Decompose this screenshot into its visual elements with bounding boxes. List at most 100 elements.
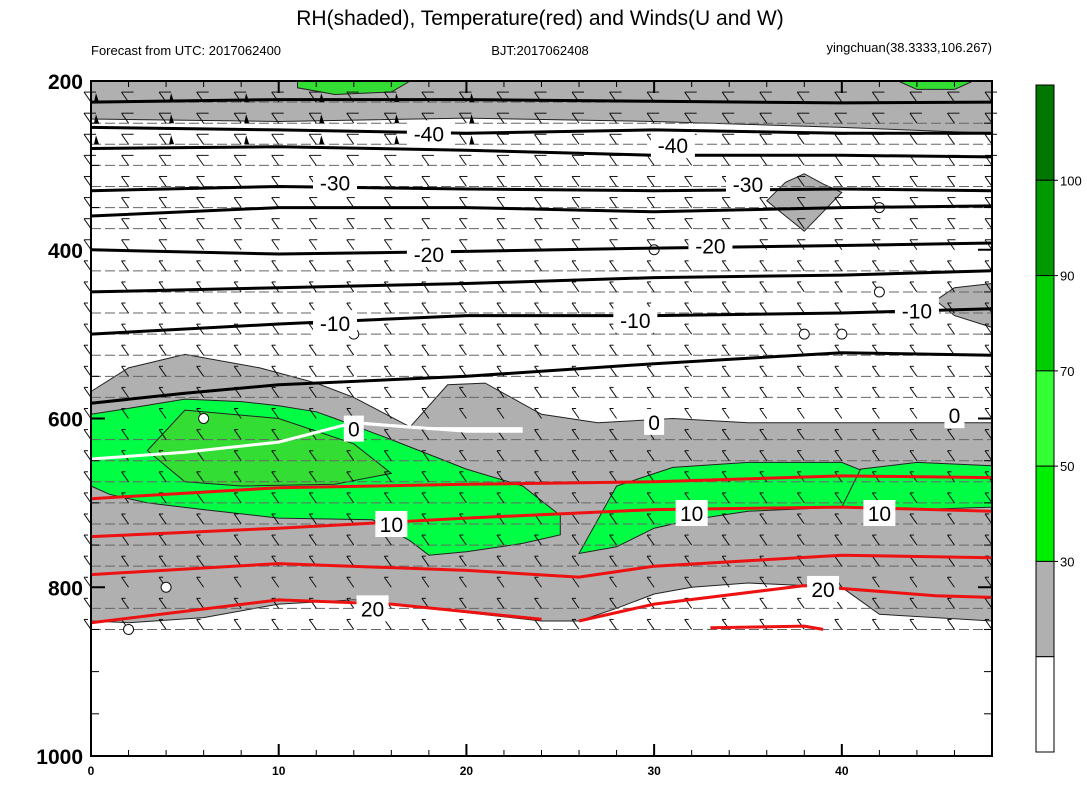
- wind-barb: [421, 365, 430, 377]
- barb-staff: [534, 492, 542, 504]
- wind-barb: [196, 133, 209, 145]
- wind-barb: [121, 91, 134, 103]
- barb-staff: [684, 302, 693, 314]
- wind-barb: [684, 408, 693, 419]
- wind-barb: [308, 344, 317, 356]
- wind-barb: [909, 260, 918, 272]
- wind-barb: [684, 429, 693, 440]
- wind-barb: [721, 450, 730, 461]
- barb-pennant: [469, 114, 475, 124]
- wind-barb: [158, 618, 167, 630]
- wind-barb: [158, 112, 175, 124]
- wind-barb: [646, 555, 655, 567]
- wind-barb: [196, 239, 205, 251]
- barb-staff: [571, 218, 580, 229]
- barb-staff: [721, 112, 730, 124]
- barb-staff: [233, 619, 242, 630]
- barb-staff: [83, 576, 92, 588]
- wind-barb: [121, 344, 129, 356]
- wind-barb: [383, 175, 393, 187]
- wind-barb: [158, 471, 167, 483]
- wind-barb: [346, 154, 359, 166]
- barb-staff: [834, 408, 843, 419]
- barb-staff: [571, 344, 580, 356]
- barb-staff: [421, 471, 430, 483]
- barb-staff: [121, 387, 129, 398]
- barb-staff: [646, 112, 655, 124]
- wind-barb: [721, 513, 730, 525]
- contour-label-box: [688, 232, 733, 259]
- barb-staff: [796, 408, 805, 419]
- calm-wind-circle: [836, 328, 848, 340]
- wind-barb: [646, 218, 656, 229]
- contour-label: -30: [320, 172, 350, 195]
- wind-barb: [721, 91, 735, 103]
- wind-barb: [346, 555, 355, 567]
- wind-barb: [383, 302, 392, 314]
- wind-barb: [947, 175, 956, 187]
- contour-label-box: [375, 510, 408, 537]
- barb-staff: [83, 239, 92, 251]
- barb-staff: [196, 513, 205, 525]
- wind-barb: [759, 365, 768, 377]
- barb-staff: [571, 387, 580, 398]
- contour-label: 20: [811, 579, 834, 602]
- wind-barb: [646, 344, 655, 356]
- wind-barb: [496, 450, 505, 461]
- barb-staff: [646, 576, 655, 588]
- barb-staff: [759, 576, 768, 588]
- barb-staff: [308, 344, 317, 356]
- barb-staff: [871, 598, 880, 609]
- wind-barb: [158, 302, 167, 314]
- barb-staff: [233, 155, 242, 166]
- temperature-contour-line: [90, 98, 993, 105]
- wind-barb: [834, 218, 843, 229]
- wind-barb: [459, 534, 467, 546]
- barb-staff: [121, 576, 129, 588]
- barb-staff: [233, 344, 242, 356]
- barb-staff: [984, 429, 993, 440]
- wind-barb: [759, 302, 768, 314]
- barb-pennant: [94, 114, 99, 124]
- barb-staff: [496, 534, 505, 546]
- contour-label: -20: [414, 244, 444, 267]
- wind-barb: [909, 175, 918, 187]
- barb-staff: [871, 112, 880, 124]
- barb-staff: [571, 281, 580, 293]
- wind-barb: [308, 513, 317, 525]
- wind-barb: [421, 450, 430, 461]
- barb-staff: [909, 218, 918, 229]
- wind-barb: [947, 218, 956, 229]
- wind-barb: [158, 513, 167, 525]
- wind-barb: [796, 450, 805, 461]
- barb-staff: [158, 197, 167, 208]
- wind-barb: [834, 408, 843, 419]
- barb-staff: [271, 218, 280, 229]
- wind-barb: [346, 112, 359, 124]
- barb-staff: [834, 534, 843, 546]
- colorbar-box: [1035, 656, 1055, 753]
- wind-barb: [271, 450, 280, 461]
- wind-barb: [346, 365, 355, 377]
- barb-staff: [909, 91, 918, 103]
- barb-staff: [83, 260, 92, 272]
- barb-staff: [609, 471, 617, 483]
- barb-staff: [308, 408, 317, 419]
- wind-barb: [121, 302, 129, 314]
- barb-staff: [984, 91, 993, 103]
- wind-barb: [646, 386, 655, 398]
- barb-staff: [233, 197, 242, 208]
- barb-staff: [346, 450, 355, 461]
- barb-staff: [196, 555, 205, 567]
- barb-staff: [233, 218, 242, 229]
- wind-barb: [233, 218, 243, 229]
- wind-barb: [796, 597, 805, 609]
- barb-staff: [421, 197, 430, 208]
- wind-barb: [534, 555, 542, 567]
- barb-staff: [947, 323, 955, 335]
- barb-staff: [984, 492, 993, 504]
- wind-barb: [571, 429, 580, 440]
- temperature-contour-line: [578, 584, 993, 623]
- barb-staff: [121, 344, 129, 356]
- wind-barb: [909, 597, 918, 609]
